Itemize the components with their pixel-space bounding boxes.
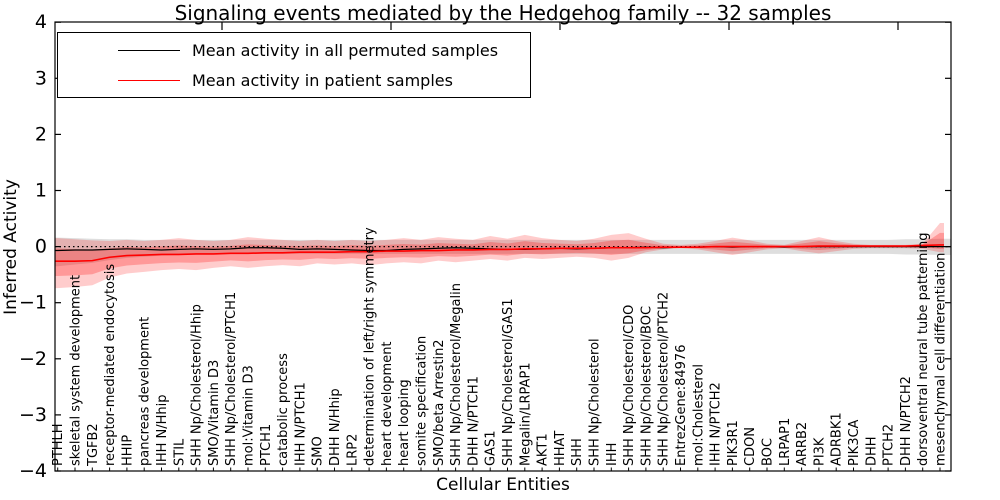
- x-tick-label: PTCH2: [882, 424, 897, 466]
- x-tick-label: skeletal system development: [69, 275, 84, 466]
- x-tick-label: DHH: [864, 436, 879, 466]
- y-tick-label: −4: [19, 460, 47, 482]
- x-tick-label: LRPAP1: [778, 418, 793, 466]
- x-tick-label: SHH Np/Cholesterol/PTCH1: [224, 292, 239, 466]
- x-tick-label: TGFB2: [86, 423, 101, 467]
- x-tick-label: HHIP: [120, 435, 135, 466]
- x-tick-label: dorsoventral neural tube patterning: [916, 233, 931, 466]
- x-tick-label: heart development: [380, 341, 395, 466]
- patient-range-band-outer: [55, 223, 944, 289]
- x-tick-label: SMO: [311, 436, 326, 466]
- x-tick-label: PTCH1: [259, 424, 274, 466]
- x-tick-label: mol:Cholesterol: [691, 364, 706, 466]
- x-tick-label: SHH Np/Cholesterol/PTCH2: [657, 292, 672, 466]
- x-tick-label: AKT1: [536, 433, 551, 466]
- x-tick-label: SHH Np/Cholesterol: [588, 338, 603, 466]
- x-tick-label: ARRB2: [795, 422, 810, 466]
- y-tick-label: 4: [35, 11, 47, 33]
- permuted-range-band: [55, 237, 951, 267]
- x-tick-label: PIK3CA: [847, 419, 862, 466]
- x-tick-label: CDON: [743, 427, 758, 466]
- x-tick-label: SMO/beta Arrestin2: [432, 339, 447, 466]
- patient-mean-line: [55, 244, 944, 262]
- x-tick-label: IHH: [605, 443, 620, 466]
- patient-line-sample-icon: [118, 79, 180, 81]
- permuted-line-sample-icon: [118, 49, 180, 51]
- x-tick-label: ADRBK1: [830, 412, 845, 466]
- x-tick-label: Megalin/LRPAP1: [518, 362, 533, 466]
- y-tick-label: 2: [35, 123, 47, 145]
- x-tick-label: SHH: [570, 438, 585, 466]
- x-tick-label: pancreas development: [138, 317, 153, 466]
- legend-entry-patient: Mean activity in patient samples: [78, 66, 530, 94]
- x-tick-label: PTHLH: [51, 423, 66, 466]
- x-tick-label: catabolic process: [276, 353, 291, 466]
- x-tick-label: PI3K: [812, 437, 827, 466]
- x-tick-label: mesenchymal cell differentiation: [934, 253, 949, 466]
- x-tick-label: SHH Np/Cholesterol/BOC: [639, 306, 654, 466]
- x-tick-label: determination of left/right symmetry: [363, 227, 378, 466]
- x-tick-label: SHH Np/Cholesterol/CDO: [622, 305, 637, 466]
- x-tick-label: IHH N/PTCH2: [709, 382, 724, 466]
- x-tick-label: HHAT: [553, 431, 568, 466]
- x-tick-label: LRP2: [345, 434, 360, 466]
- legend-box: Mean activity in all permuted samples Me…: [57, 32, 531, 98]
- x-tick-label: DHH N/Hhip: [328, 388, 343, 466]
- x-tick-label: mol:Vitamin D3: [242, 365, 257, 466]
- legend-label-patient: Mean activity in patient samples: [192, 70, 453, 90]
- x-tick-label: GAS1: [484, 431, 499, 467]
- x-tick-label: PIK3R1: [726, 420, 741, 466]
- y-tick-label: 0: [35, 236, 47, 258]
- x-tick-label: SHH Np/Cholesterol/Megalin: [449, 283, 464, 466]
- x-tick-label: BOC: [761, 438, 776, 466]
- y-axis-label: Inferred Activity: [1, 179, 21, 315]
- x-tick-label: STIL: [172, 438, 187, 466]
- x-tick-label: SHH Np/Cholesterol/Hhip: [190, 304, 205, 466]
- x-tick-label: SMO/Vitamin D3: [207, 360, 222, 466]
- x-tick-label: IHH N/Hhip: [155, 395, 170, 467]
- patient-range-band-inner: [55, 232, 944, 276]
- y-tick-label: 3: [35, 67, 47, 89]
- y-tick-label: 1: [35, 180, 47, 202]
- x-tick-label: DHH N/PTCH1: [466, 376, 481, 466]
- x-tick-label: DHH N/PTCH2: [899, 376, 914, 466]
- x-axis-label: Cellular Entities: [436, 475, 570, 495]
- legend-label-permuted: Mean activity in all permuted samples: [192, 40, 499, 60]
- x-tick-label: receptor-mediated endocytosis: [103, 264, 118, 466]
- x-tick-label: EntrezGene:84976: [674, 345, 689, 466]
- y-tick-label: −3: [19, 404, 47, 426]
- legend-entry-permuted: Mean activity in all permuted samples: [78, 36, 530, 64]
- x-tick-label: heart looping: [397, 379, 412, 466]
- y-tick-label: −2: [19, 348, 47, 370]
- y-tick-label: −1: [19, 292, 47, 314]
- x-tick-label: IHH N/PTCH1: [293, 382, 308, 466]
- chart-title: Signaling events mediated by the Hedgeho…: [174, 1, 832, 25]
- x-tick-label: SHH Np/Cholesterol/GAS1: [501, 298, 516, 466]
- x-tick-label: somite specification: [415, 336, 430, 466]
